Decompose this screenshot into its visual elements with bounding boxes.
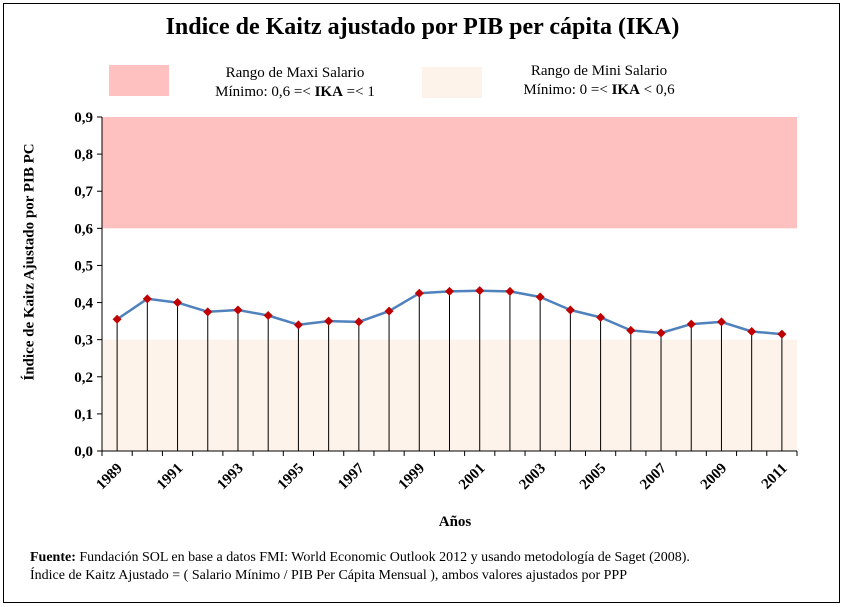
x-tick-label: 1995 xyxy=(275,461,308,494)
data-point-1989 xyxy=(112,314,122,324)
x-tick-label: 2007 xyxy=(637,460,670,493)
y-tick-label: 0,5 xyxy=(74,258,93,274)
legend-swatch-maxi xyxy=(109,65,169,96)
data-point-1990 xyxy=(142,294,152,304)
y-tick-label: 0,9 xyxy=(74,110,93,126)
y-tick-label: 0,1 xyxy=(74,407,93,423)
data-point-1995 xyxy=(293,320,303,330)
x-tick-label: 2005 xyxy=(577,461,610,494)
y-tick-label: 0,0 xyxy=(74,444,93,460)
y-tick-label: 0,4 xyxy=(74,296,93,312)
data-point-2000 xyxy=(445,286,454,296)
legend-text-mini: Rango de Mini Salario Mínimo: 0 =< IKA <… xyxy=(489,62,709,100)
data-point-1993 xyxy=(233,305,243,315)
legend-mini-line1: Rango de Mini Salario xyxy=(530,63,668,79)
data-point-1991 xyxy=(173,298,183,308)
x-tick-label: 2009 xyxy=(698,461,731,494)
data-point-2009 xyxy=(716,317,726,327)
band-0 xyxy=(102,117,797,229)
chart-title: Indice de Kaitz ajustado por PIB per cáp… xyxy=(165,14,680,40)
y-tick-label: 0,6 xyxy=(74,221,93,237)
data-point-2003 xyxy=(535,292,545,302)
x-tick-label: 1993 xyxy=(214,461,247,494)
footnote-line2: Índice de Kaitz Ajustado = ( Salario Mín… xyxy=(30,568,627,583)
data-point-2004 xyxy=(565,305,575,315)
data-point-2007 xyxy=(656,328,666,338)
legend-swatch-mini xyxy=(422,67,482,98)
x-tick-label: 1991 xyxy=(154,461,187,494)
x-tick-label: 1999 xyxy=(396,461,429,494)
data-point-1997 xyxy=(354,317,364,327)
x-tick-label: 1997 xyxy=(335,460,368,493)
y-tick-label: 0,2 xyxy=(74,370,93,386)
x-tick-label: 2001 xyxy=(456,461,489,494)
y-tick-label: 0,7 xyxy=(74,184,93,200)
data-point-1992 xyxy=(203,307,213,317)
footnote-line1: Fuente: Fundación SOL en base a datos FM… xyxy=(30,549,690,567)
data-point-2010 xyxy=(747,327,757,337)
data-point-2011 xyxy=(777,329,787,339)
data-point-1998 xyxy=(384,306,394,316)
legend-text-maxi: Rango de Maxi Salario Mínimo: 0,6 =< IKA… xyxy=(180,64,410,102)
x-tick-label: 2003 xyxy=(516,461,549,494)
footnote: Fuente: Fundación SOL en base a datos FM… xyxy=(30,549,690,585)
y-tick-label: 0,3 xyxy=(74,333,93,349)
data-point-1994 xyxy=(263,311,273,321)
data-point-1996 xyxy=(324,316,334,326)
legend-mini-line2: Mínimo: 0 =< IKA < 0,6 xyxy=(523,82,675,98)
legend-maxi-line2: Mínimo: 0,6 =< IKA =< 1 xyxy=(215,84,375,100)
data-point-2001 xyxy=(475,286,485,296)
data-point-2008 xyxy=(686,319,696,329)
x-tick-label: 1989 xyxy=(93,461,126,494)
x-axis-label: Años xyxy=(438,514,472,530)
data-point-1999 xyxy=(414,288,424,298)
legend-maxi-line1: Rango de Maxi Salario xyxy=(225,65,365,81)
x-tick-label: 2011 xyxy=(759,461,791,493)
y-tick-label: 0,8 xyxy=(74,147,93,163)
data-point-2005 xyxy=(596,312,606,322)
footnote-source: Fundación SOL en base a datos FMI: World… xyxy=(75,550,690,565)
footnote-label: Fuente: xyxy=(30,550,76,565)
data-point-2002 xyxy=(505,286,515,296)
data-point-2006 xyxy=(626,325,636,335)
